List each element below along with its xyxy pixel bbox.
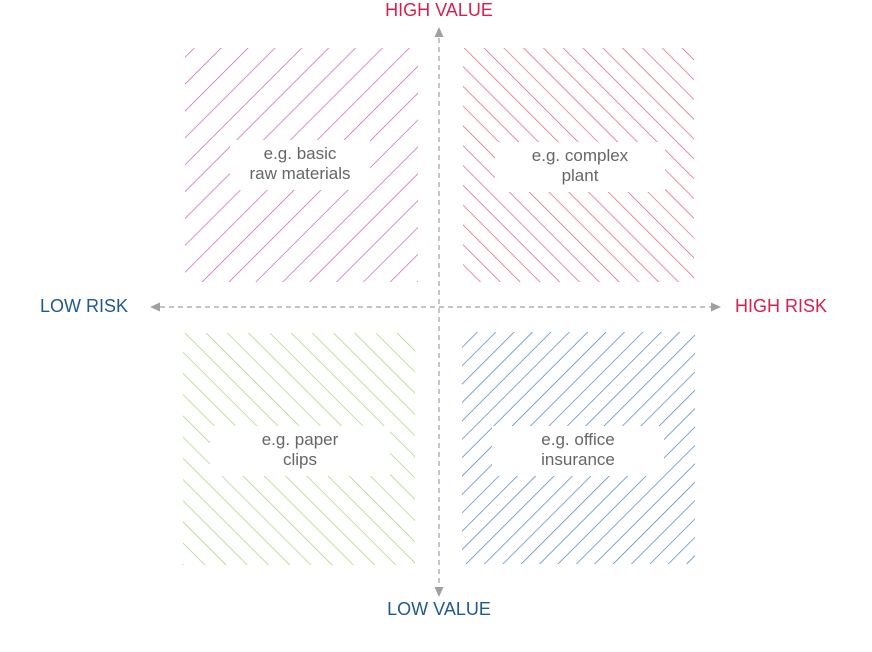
quadrant-label-bottom-left: e.g. paper clips (210, 426, 390, 476)
axis-label-high-value: HIGH VALUE (385, 0, 493, 20)
quadrant-label-top-right: e.g. complex plant (495, 142, 665, 192)
axis-label-low-risk: LOW RISK (40, 296, 129, 316)
quadrant-label-line: insurance (541, 450, 615, 469)
arrow-down-icon (434, 587, 444, 597)
quadrant-label-line: e.g. office (541, 430, 615, 449)
quadrant-label-line: plant (561, 166, 599, 185)
quadrant-label-line: e.g. basic (263, 144, 337, 163)
axis-label-low-value: LOW VALUE (387, 599, 491, 619)
quadrant-label-bottom-right: e.g. office insurance (492, 426, 664, 476)
quadrant-label-top-left: e.g. basic raw materials (230, 140, 370, 190)
quadrant-label-line: e.g. complex (531, 146, 629, 165)
quadrant-label-line: clips (282, 450, 317, 469)
axes (150, 27, 721, 597)
arrow-up-icon (434, 27, 444, 37)
quadrant-label-line: raw materials (249, 164, 351, 183)
axis-label-high-risk: HIGH RISK (735, 296, 828, 316)
arrow-left-icon (150, 302, 160, 312)
quadrant-label-line: e.g. paper (261, 430, 339, 449)
arrow-right-icon (711, 302, 721, 312)
